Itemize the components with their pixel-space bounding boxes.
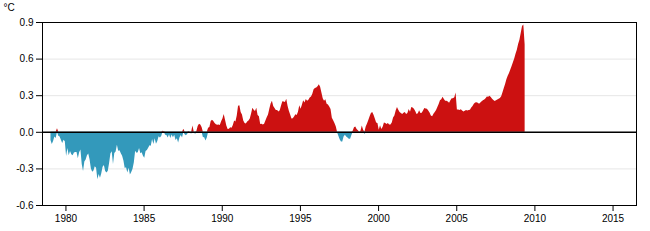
svg-text:1995: 1995 xyxy=(289,213,312,224)
svg-text:2015: 2015 xyxy=(602,213,625,224)
svg-text:0.6: 0.6 xyxy=(20,53,34,64)
svg-text:°C: °C xyxy=(4,2,15,13)
svg-text:-0.3: -0.3 xyxy=(16,163,34,174)
svg-text:0.3: 0.3 xyxy=(20,90,34,101)
svg-text:2010: 2010 xyxy=(524,213,547,224)
svg-text:2005: 2005 xyxy=(446,213,469,224)
svg-text:1990: 1990 xyxy=(211,213,234,224)
svg-text:0.9: 0.9 xyxy=(20,17,34,28)
svg-text:2000: 2000 xyxy=(367,213,390,224)
svg-text:1985: 1985 xyxy=(133,213,156,224)
svg-text:-0.6: -0.6 xyxy=(16,200,34,211)
svg-text:1980: 1980 xyxy=(55,213,78,224)
svg-text:0.0: 0.0 xyxy=(20,127,34,138)
